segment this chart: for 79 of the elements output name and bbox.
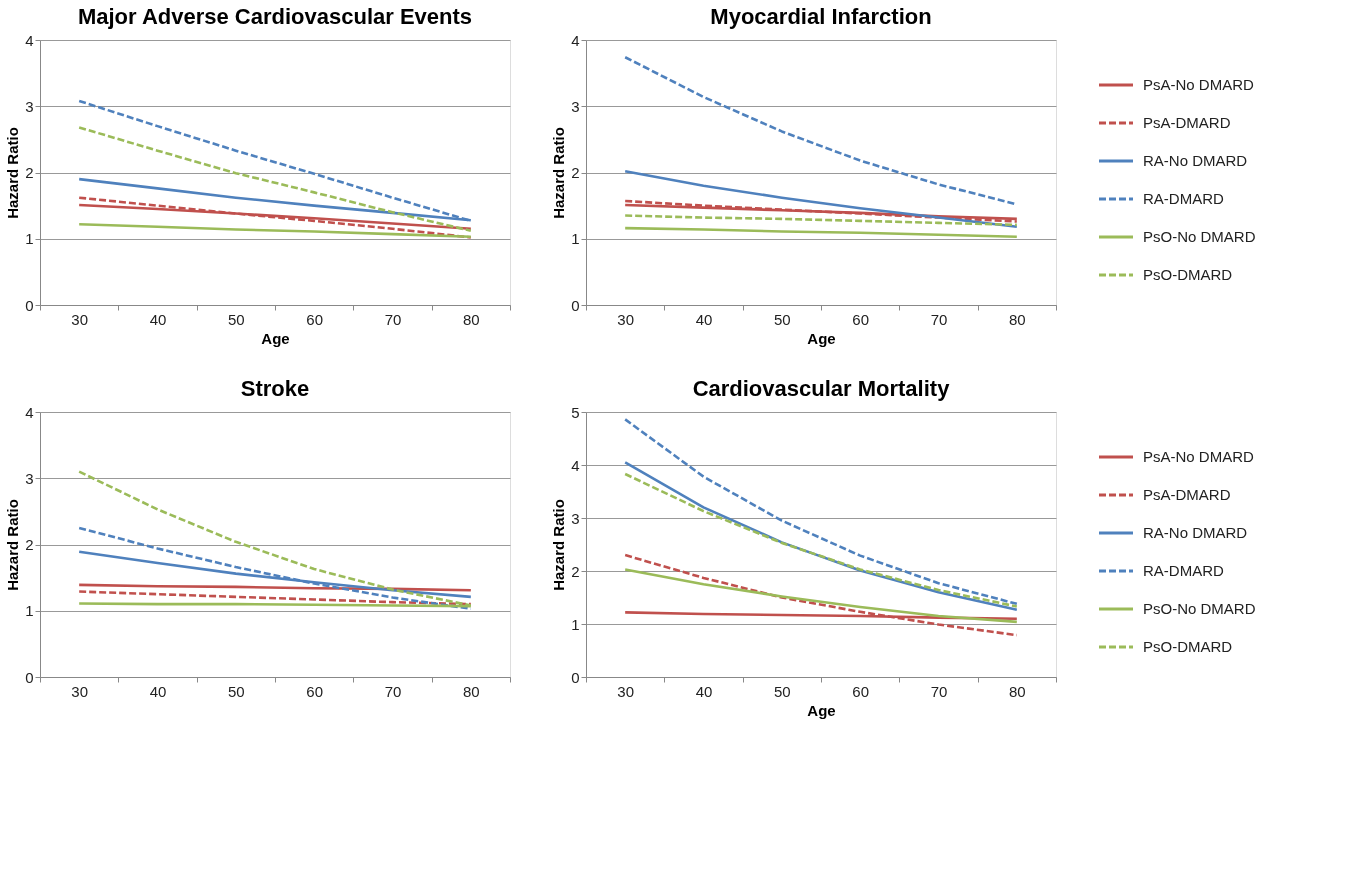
x-tick-label: 50 [773, 310, 791, 328]
y-axis-title: Hazard Ratio [550, 127, 568, 219]
x-tick-label: 80 [1008, 682, 1026, 700]
legend-label: RA-No DMARD [1143, 152, 1248, 169]
x-tick-label: 50 [773, 682, 791, 700]
x-tick-label: 40 [695, 682, 713, 700]
y-tick-label: 4 [571, 456, 580, 474]
x-axis-title: Age [807, 329, 836, 347]
chart-title: Myocardial Infarction [710, 4, 932, 29]
x-tick-label: 60 [306, 310, 324, 328]
legend-label: PsA-No DMARD [1143, 448, 1255, 465]
y-tick-label: 1 [571, 230, 580, 248]
x-tick-label: 30 [71, 682, 89, 700]
y-tick-label: 1 [25, 230, 34, 248]
x-tick-label: 70 [930, 682, 948, 700]
line-series [77, 526, 473, 611]
y-tick-label: 0 [571, 668, 580, 686]
y-tick-label: 3 [25, 469, 34, 487]
y-tick-label: 0 [25, 296, 34, 314]
x-tick-label: 60 [852, 682, 870, 700]
legend-label: PsO-DMARD [1143, 266, 1233, 283]
x-tick-label: 50 [227, 310, 245, 328]
legend-label: RA-No DMARD [1143, 524, 1248, 541]
y-tick-label: 3 [571, 509, 580, 527]
y-axis-title: Hazard Ratio [4, 127, 22, 219]
chart-title: Cardiovascular Mortality [692, 376, 951, 401]
line-series [77, 222, 473, 239]
x-axis-title: Age [807, 701, 836, 719]
line-series [623, 418, 1019, 606]
line-series [77, 590, 473, 606]
legend-label: PsO-DMARD [1143, 638, 1233, 655]
legend-label: PsO-No DMARD [1143, 228, 1256, 245]
y-tick-label: 1 [571, 615, 580, 633]
y-tick-label: 0 [571, 296, 580, 314]
y-tick-label: 0 [25, 668, 34, 686]
legend-label: PsA-DMARD [1143, 486, 1231, 503]
y-tick-label: 1 [25, 602, 34, 620]
y-tick-label: 4 [571, 31, 580, 49]
line-series [623, 214, 1019, 227]
x-tick-label: 60 [306, 682, 324, 700]
y-axis-title: Hazard Ratio [550, 499, 568, 591]
x-tick-label: 70 [384, 310, 402, 328]
y-tick-label: 4 [25, 403, 34, 421]
chart-title: Major Adverse Cardiovascular Events [77, 4, 473, 29]
x-tick-label: 60 [852, 310, 870, 328]
legend-label: RA-DMARD [1143, 190, 1224, 207]
y-tick-label: 3 [25, 97, 34, 115]
legend-label: PsA-DMARD [1143, 114, 1231, 131]
legend-label: PsA-No DMARD [1143, 76, 1255, 93]
line-series [623, 553, 1019, 637]
y-tick-label: 2 [571, 164, 580, 181]
line-series [77, 196, 473, 239]
line-series [623, 169, 1019, 229]
chart-title: Stroke [240, 376, 310, 401]
x-tick-label: 80 [1008, 310, 1026, 328]
y-tick-label: 2 [25, 164, 34, 181]
line-series [623, 568, 1019, 624]
x-tick-label: 80 [462, 682, 480, 700]
legend-label: PsO-No DMARD [1143, 600, 1256, 617]
line-series [77, 126, 473, 233]
y-tick-label: 3 [571, 97, 580, 115]
y-axis-title: Hazard Ratio [4, 499, 22, 591]
x-tick-label: 50 [227, 682, 245, 700]
x-tick-label: 80 [462, 310, 480, 328]
y-tick-label: 5 [571, 403, 580, 421]
x-tick-label: 30 [71, 310, 89, 328]
x-tick-label: 40 [149, 310, 167, 328]
y-tick-label: 2 [571, 562, 580, 580]
y-tick-label: 2 [25, 536, 34, 553]
x-axis-title: Age [261, 329, 290, 347]
x-tick-label: 40 [695, 310, 713, 328]
y-tick-label: 4 [25, 31, 34, 49]
x-tick-label: 70 [930, 310, 948, 328]
legend-label: RA-DMARD [1143, 562, 1224, 579]
x-tick-label: 30 [617, 310, 635, 328]
x-tick-label: 70 [384, 682, 402, 700]
x-tick-label: 30 [617, 682, 635, 700]
line-series [623, 226, 1019, 239]
x-tick-label: 40 [149, 682, 167, 700]
